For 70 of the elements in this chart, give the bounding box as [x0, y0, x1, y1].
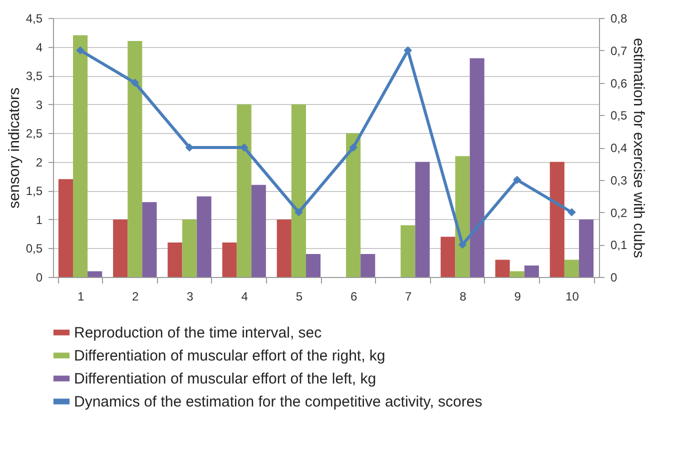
legend-label: Differentiation of muscular effort of the right, kg: [74, 348, 386, 364]
bar: [440, 236, 456, 277]
bar: [222, 242, 237, 277]
x-tick-label: 10: [566, 290, 580, 304]
bar: [88, 271, 102, 277]
bar: [564, 260, 579, 277]
point: [294, 208, 303, 216]
x-tick-label: 1: [77, 290, 84, 304]
bar: [306, 254, 321, 277]
point: [568, 208, 576, 216]
bar: [550, 162, 564, 277]
point: [512, 176, 522, 184]
y-tick-label: 2,5: [26, 126, 43, 141]
point: [349, 143, 358, 152]
bar: [142, 202, 157, 277]
y-axis-title: sensory indicators: [6, 88, 23, 208]
bar: [524, 265, 539, 277]
point: [76, 46, 84, 55]
bar: [236, 104, 252, 277]
bar: [578, 219, 594, 277]
bar: [510, 271, 524, 277]
x-tick-label: 8: [460, 290, 467, 304]
x-tick-label: 5: [296, 290, 303, 304]
y-tick-label: 1,5: [26, 184, 43, 198]
bar: [291, 104, 306, 277]
x-tick-label: 4: [241, 290, 248, 304]
y2-tick-label: 0,7: [610, 44, 628, 58]
y-tick-label: 3: [36, 98, 43, 112]
bar: [415, 162, 430, 277]
bar: [470, 58, 484, 277]
y2-tick-label: 0,1: [610, 238, 628, 252]
bar: [360, 254, 376, 277]
point: [130, 78, 140, 87]
x-tick-label: 7: [405, 290, 412, 304]
x-tick-label: 9: [514, 290, 522, 304]
legend-label: Dynamics of the estimation for the competitive activity, scores: [74, 394, 482, 410]
bar: [455, 156, 470, 277]
y2-tick-label: 0,8: [610, 12, 628, 26]
bar: [182, 219, 197, 277]
bar: [196, 196, 212, 277]
bar: [276, 219, 292, 277]
legend-label: Reproduction of the time interval, sec: [74, 324, 322, 342]
y-tick-label: 3,5: [26, 69, 43, 84]
y2-tick-label: 0: [610, 270, 618, 284]
bar: [168, 242, 182, 277]
y-tick-label: 4: [36, 40, 43, 54]
y2-tick-label: 0,6: [610, 76, 628, 90]
x-tick-label: 2: [132, 290, 140, 304]
bar: [128, 41, 142, 277]
y2-tick-label: 0,3: [610, 173, 628, 188]
bar: [73, 35, 88, 277]
y2-tick-label: 0,2: [610, 206, 628, 220]
x-tick-label: 3: [186, 290, 194, 304]
point: [458, 240, 467, 249]
y2-tick-label: 0,5: [610, 108, 628, 123]
y-tick-label: 4,5: [26, 12, 43, 26]
bar: [346, 133, 361, 277]
y2-axis-title: estimation for exercise with clubs: [630, 38, 648, 258]
bar: [58, 179, 74, 277]
bar: [251, 184, 266, 277]
bar: [495, 260, 510, 277]
bar: [113, 219, 128, 277]
y-tick-label: 0,5: [26, 242, 43, 256]
y-tick-label: 2: [36, 155, 43, 170]
legend-label: Differentiation of muscular effort of the left, kg: [74, 370, 376, 388]
x-tick-label: 6: [350, 290, 358, 304]
bar: [400, 225, 416, 277]
y-tick-label: 0: [36, 270, 43, 284]
y2-tick-label: 0,4: [610, 141, 628, 155]
y-tick-label: 1: [36, 212, 43, 227]
